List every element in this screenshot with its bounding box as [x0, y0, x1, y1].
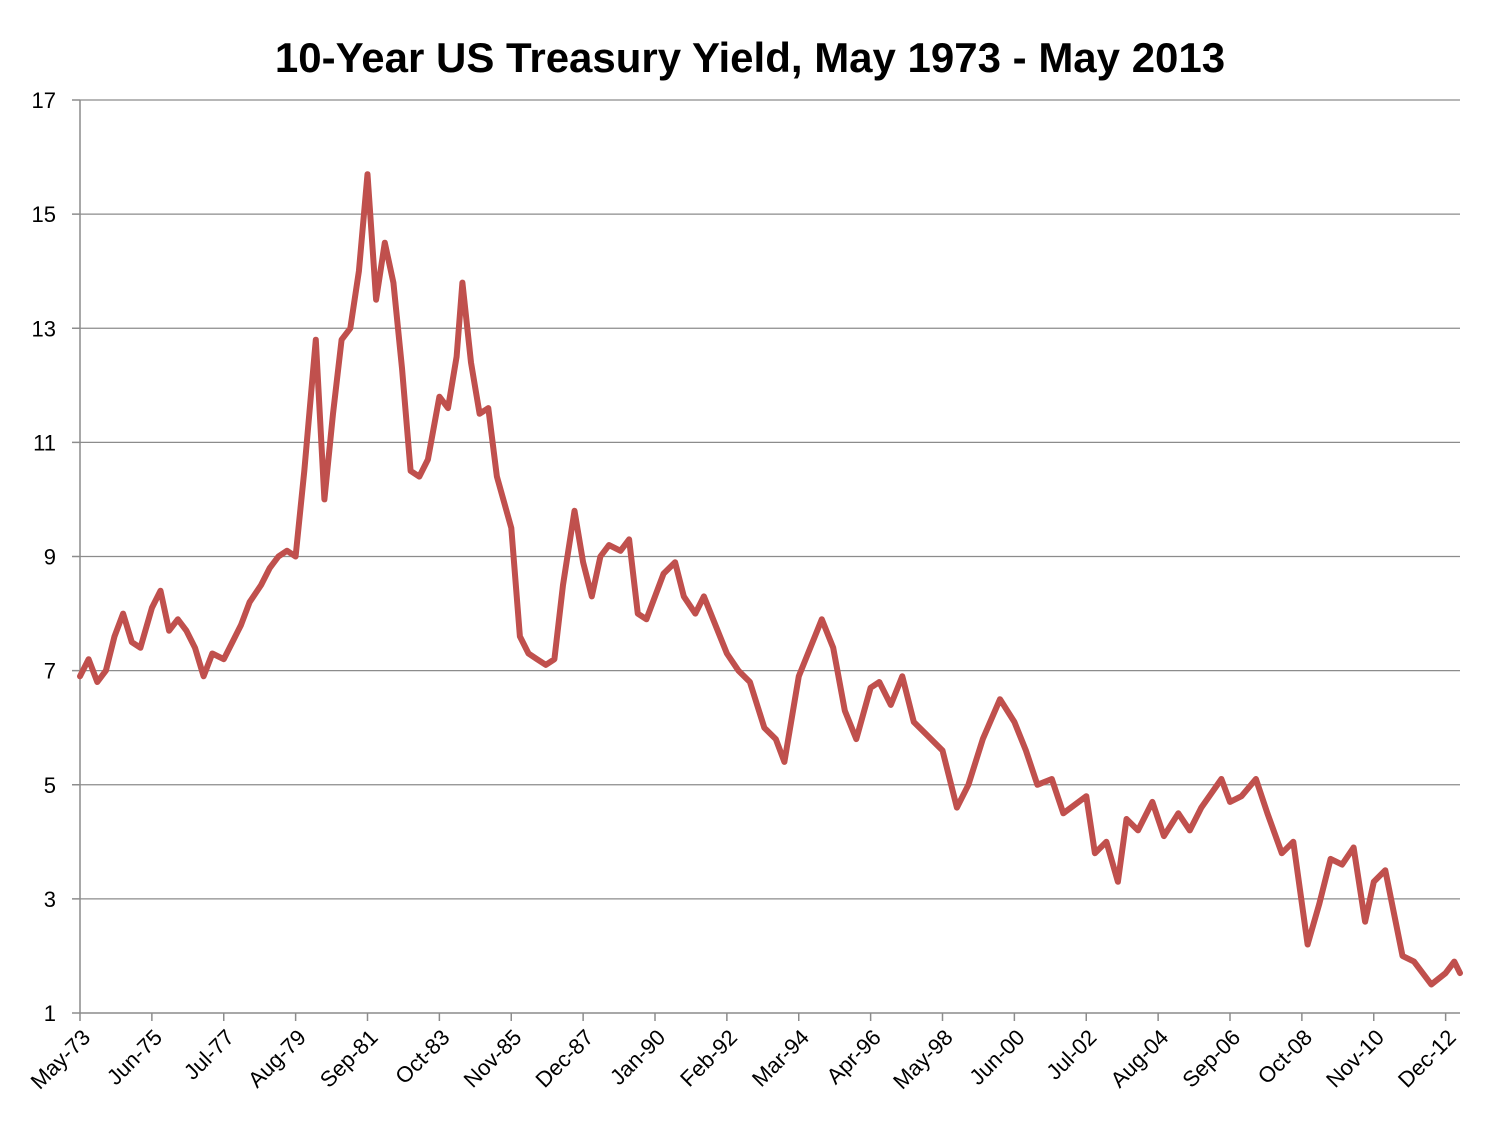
x-tick-label: Nov-85: [459, 1025, 527, 1093]
x-tick-label: Aug-79: [243, 1025, 311, 1093]
x-tick-label: Sep-06: [1177, 1025, 1245, 1093]
x-tick-label: Dec-12: [1393, 1025, 1461, 1093]
series-line-yield: [80, 174, 1460, 984]
x-tick-label: Feb-92: [675, 1025, 742, 1092]
x-tick-label: Jul-02: [1041, 1025, 1101, 1085]
x-tick-label: Apr-96: [821, 1025, 885, 1089]
x-tick-label: Mar-94: [747, 1025, 814, 1092]
x-tick-label: Oct-83: [390, 1025, 454, 1089]
y-tick-label: 15: [32, 202, 56, 227]
axes: [72, 100, 1460, 1021]
y-tick-label: 7: [44, 659, 56, 684]
y-tick-label: 3: [44, 887, 56, 912]
y-tick-label: 5: [44, 773, 56, 798]
chart-title: 10-Year US Treasury Yield, May 1973 - Ma…: [275, 34, 1225, 81]
x-tick-label: Dec-87: [531, 1025, 599, 1093]
x-tick-label: Jun-00: [964, 1025, 1029, 1090]
x-tick-label: Jun-75: [102, 1025, 167, 1090]
y-tick-label: 13: [32, 316, 56, 341]
series-layer: [80, 174, 1460, 984]
y-tick-label: 9: [44, 545, 56, 570]
x-tick-label: Aug-04: [1105, 1025, 1173, 1093]
x-tick-label: Oct-08: [1253, 1025, 1317, 1089]
x-tick-label: Jul-77: [179, 1025, 239, 1085]
x-tick-label: Nov-10: [1321, 1025, 1389, 1093]
y-tick-label: 1: [44, 1001, 56, 1026]
x-tick-label: May-73: [26, 1025, 96, 1095]
x-tick-label: May-98: [888, 1025, 958, 1095]
x-tick-label: Jan-90: [605, 1025, 670, 1090]
x-tick-label: Sep-81: [315, 1025, 383, 1093]
y-tick-label: 17: [32, 88, 56, 113]
y-tick-label: 11: [33, 430, 56, 455]
